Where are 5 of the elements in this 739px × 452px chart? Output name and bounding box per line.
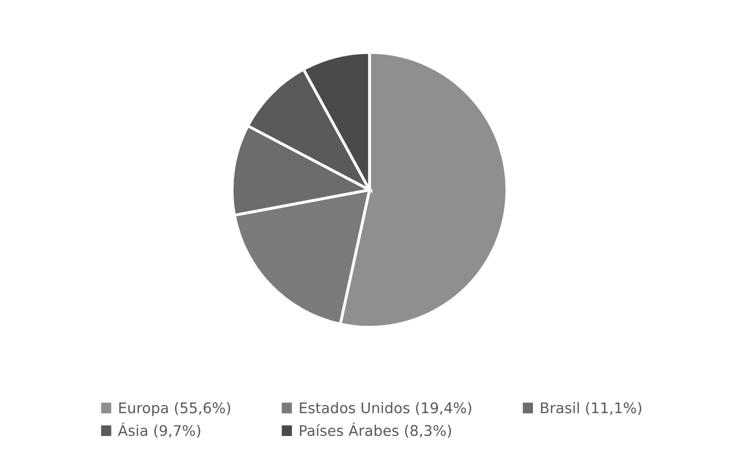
legend-label: Europa (55,6%): [119, 402, 230, 416]
legend-label: Estados Unidos (19,4%): [300, 402, 472, 416]
legend-label: Ásia (9,7%): [118, 422, 200, 438]
legend-label: Brasil (11,1%): [540, 402, 642, 416]
legend-label: Países Árabes (8,3%): [300, 422, 451, 438]
